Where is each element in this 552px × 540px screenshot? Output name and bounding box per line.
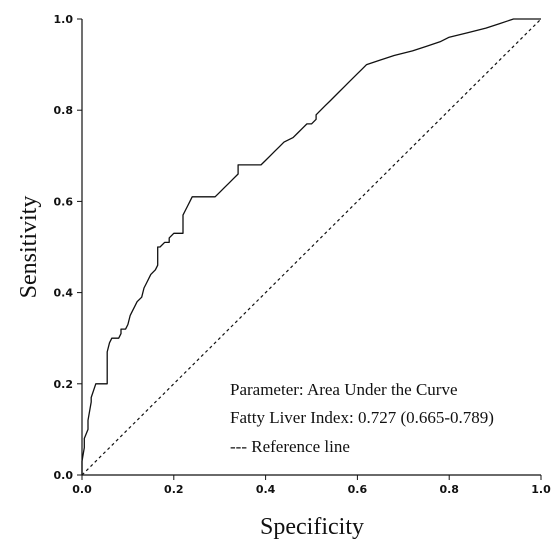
x-axis-title: Specificity xyxy=(260,514,364,540)
y-tick-label-5: 1.0 xyxy=(54,13,74,26)
axis-ticks: 0.0 0.2 0.4 0.6 0.8 1.0 0.0 0.2 0.4 0.6 0.8 1.0 xyxy=(54,13,552,496)
reference-line xyxy=(81,18,542,476)
annotation-auc: Fatty Liver Index: 0.727 (0.665-0.789) xyxy=(230,408,494,427)
y-tick-label-3: 0.6 xyxy=(54,195,74,208)
x-tick-label-5: 1.0 xyxy=(531,483,551,496)
x-tick-label-3: 0.6 xyxy=(348,483,368,496)
y-tick-label-0: 0.0 xyxy=(54,469,74,482)
series-layer xyxy=(81,18,542,476)
x-tick-label-4: 0.8 xyxy=(439,483,459,496)
x-tick-label-2: 0.4 xyxy=(256,483,276,496)
y-tick-label-2: 0.4 xyxy=(54,287,74,300)
x-tick-label-1: 0.2 xyxy=(164,483,184,496)
roc-curve-line xyxy=(81,18,541,475)
y-axis-title: Sensitivity xyxy=(16,196,42,299)
y-tick-label-1: 0.2 xyxy=(54,378,74,391)
annotation-parameter: Parameter: Area Under the Curve xyxy=(230,380,458,399)
annotation-reference-line: --- Reference line xyxy=(230,437,350,456)
plot-area: 0.0 0.2 0.4 0.6 0.8 1.0 0.0 0.2 0.4 0.6 0.8 1.0 xyxy=(54,13,552,496)
x-tick-label-0: 0.0 xyxy=(72,483,92,496)
y-tick-label-4: 0.8 xyxy=(54,104,74,117)
